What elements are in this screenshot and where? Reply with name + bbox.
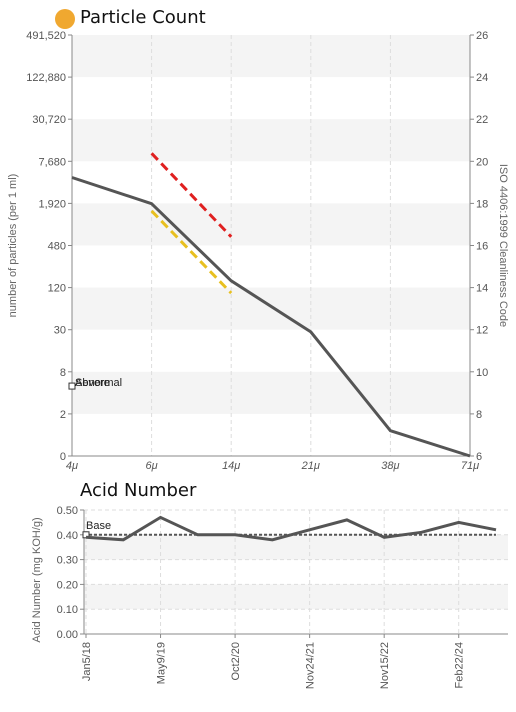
y-tick-label: 491,520 [26,30,66,42]
y2-tick-label: 10 [476,367,488,379]
y-tick-label: 7,680 [38,156,66,168]
baseline-label: Base [86,520,111,532]
y2-tick-label: 24 [476,72,488,84]
particle-count-chart: 0 2 8 30 120 480 1,920 7,680 30,720 122,880 491,52… [7,30,509,472]
x-tick-label: 4μ [66,460,78,472]
x-tick-label: 14μ [222,460,240,472]
y-tick-label: 0.00 [57,629,78,641]
y2-axis-title: ISO 4406:1999 Cleanliness Code [497,164,509,327]
x-tick-label: 21μ [301,460,320,472]
x-tick-label: 6μ [146,460,158,472]
plot-band [84,584,508,610]
y-tick-label: 120 [48,283,66,295]
y2-tick-label: 12 [476,325,488,337]
plot-band [72,119,470,162]
plot-band [72,203,470,246]
acid-number-chart: 0.00 0.10 0.20 0.30 0.40 0.50 Jan5/18 May9/19 Oc… [31,505,508,689]
legend-marker [68,382,76,390]
y-tick-label: 0.20 [57,579,78,591]
chart-title-acid-number: Acid Number [80,480,197,501]
y2-tick-label: 14 [476,283,488,295]
plot-band [72,35,470,78]
y-tick-label: 2 [60,409,66,421]
y2-tick-label: 26 [476,30,488,42]
x-tick-label: Nov24/21 [305,642,317,689]
x-tick-label: Feb22/24 [454,642,466,688]
acid-number-series-line [85,515,497,542]
x-tick-label: 38μ [381,460,399,472]
y-tick-label: 122,880 [26,72,66,84]
x-tick-label: 71μ [461,460,479,472]
y-tick-label: 30,720 [32,114,66,126]
x-tick-label: Oct2/20 [230,642,242,681]
y-tick-label: 0.30 [57,555,78,567]
legend-label: Abnormal [75,377,122,389]
limit-series-line [150,209,233,295]
x-tick-label: May9/19 [156,642,168,684]
y2-tick-label: 20 [476,156,488,168]
plot-band [72,287,470,330]
y-tick-label: 30 [54,325,66,337]
y2-tick-label: 18 [476,198,488,210]
y-tick-label: 1,920 [38,198,66,210]
y2-tick-label: 22 [476,114,488,126]
particle-series-line [71,176,471,458]
y-tick-label: 0 [60,451,66,463]
y2-tick-label: 16 [476,241,488,253]
chart-title-particle-count: Particle Count [80,7,206,28]
legend-label: Severe [75,377,110,389]
limit-series-line [150,152,233,238]
y-tick-label: 8 [60,367,66,379]
y-tick-label: 0.40 [57,530,78,542]
title-dot-icon [55,9,75,29]
y-axis-title: number of particles (per 1 ml) [7,174,19,318]
x-tick-label: Nov15/22 [379,642,391,689]
y2-tick-label: 8 [476,409,482,421]
y-tick-label: 480 [48,241,66,253]
y2-tick-label: 6 [476,451,482,463]
plot-band [72,371,470,414]
y-tick-label: 0.50 [57,505,78,517]
y-axis-title: Acid Number (mg KOH/g) [31,517,43,642]
plot-band [84,534,508,560]
y-tick-label: 0.10 [57,604,78,616]
x-tick-label: Jan5/18 [81,642,93,681]
